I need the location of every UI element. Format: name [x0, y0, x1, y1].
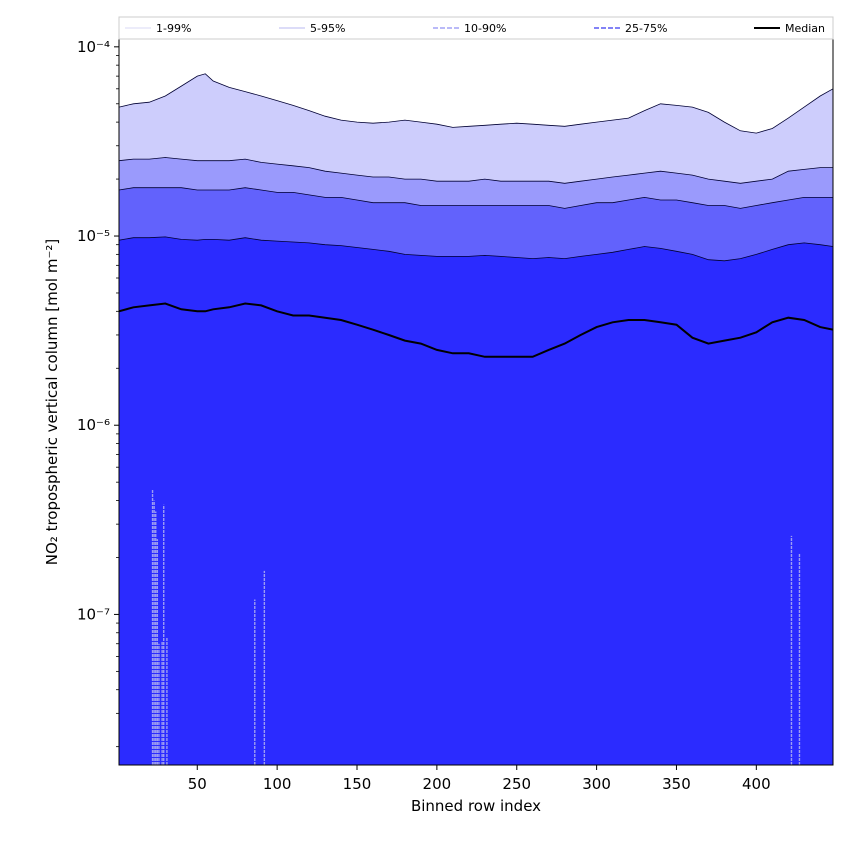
y-tick-label: 10⁻⁵: [77, 227, 110, 245]
y-tick-label: 10⁻⁴: [77, 38, 110, 56]
x-axis-label: Binned row index: [411, 797, 541, 815]
median-line: [119, 302, 833, 358]
x-tick-label: 300: [582, 775, 611, 793]
band-10-90-edge: [119, 187, 833, 209]
plot-area: [119, 39, 833, 765]
band-1-99-edge: [119, 73, 833, 134]
band-25-75-edge: [119, 236, 833, 262]
x-axis-ticks: 50 100 150 200 250 300 350 400: [188, 765, 771, 793]
y-axis-label: NO₂ tropospheric vertical column [mol m⁻…: [43, 239, 61, 565]
x-tick-label: 250: [502, 775, 531, 793]
x-tick-label: 100: [263, 775, 292, 793]
x-tick-label: 200: [423, 775, 452, 793]
lower-percentile-spikes: [151, 489, 801, 765]
y-tick-label: 10⁻⁶: [77, 416, 110, 434]
legend: 1-99% 5-95% 10-90% 25-75% Median: [118, 16, 834, 40]
legend-label: 10-90%: [464, 22, 506, 35]
x-tick-label: 350: [662, 775, 691, 793]
x-tick-label: 400: [742, 775, 771, 793]
band-25-75-fill: [119, 236, 833, 765]
legend-label: 25-75%: [625, 22, 667, 35]
percentile-bands: [119, 73, 833, 765]
legend-frame: [118, 16, 834, 40]
x-tick-label: 50: [188, 775, 207, 793]
legend-label: 5-95%: [310, 22, 345, 35]
legend-label: Median: [785, 22, 825, 35]
x-tick-label: 150: [343, 775, 372, 793]
band-5-95-edge: [119, 157, 833, 184]
y-axis-ticks: 10⁻⁷ 10⁻⁶ 10⁻⁵ 10⁻⁴: [77, 38, 119, 748]
legend-label: 1-99%: [156, 22, 191, 35]
y-tick-label: 10⁻⁷: [77, 605, 110, 623]
